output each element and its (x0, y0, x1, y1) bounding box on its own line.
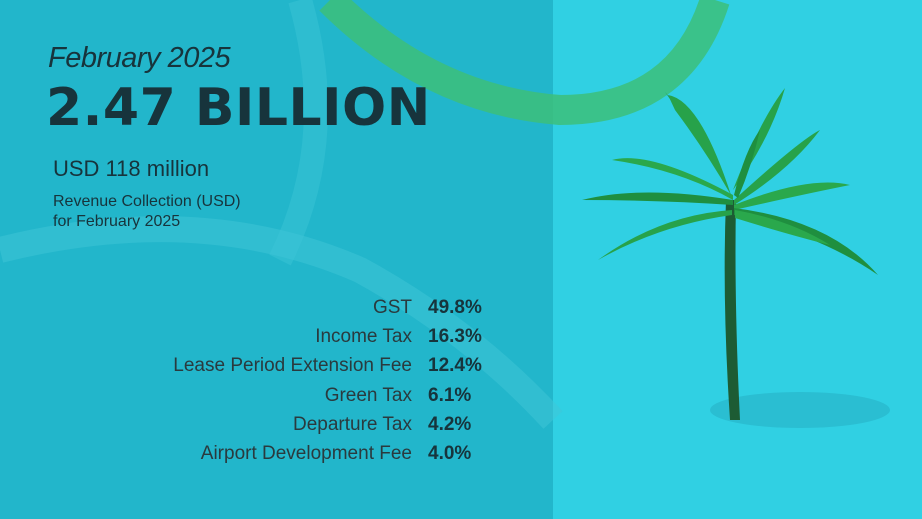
breakdown-label: Lease Period Extension Fee (173, 355, 412, 377)
decor-arc (0, 216, 563, 429)
description-line: Revenue Collection (USD) (53, 193, 241, 210)
breakdown-row: Lease Period Extension Fee 12.4% (0, 351, 553, 380)
headline-amount: 2.47 BILLION (46, 78, 431, 138)
breakdown-row: GST 49.8% (0, 293, 553, 322)
breakdown-value: 6.1% (428, 384, 472, 406)
breakdown-value: 49.8% (428, 297, 482, 318)
breakdown-row: Green Tax 6.1% (0, 381, 553, 410)
breakdown-row: Airport Development Fee 4.0% (0, 439, 553, 468)
breakdown-value: 4.0% (428, 443, 472, 464)
breakdown-row: Departure Tax 4.2% (0, 410, 553, 439)
breakdown-value: 4.2% (428, 413, 472, 435)
breakdown-label: Green Tax (324, 384, 412, 406)
palm-tree (582, 88, 878, 420)
breakdown-label: Departure Tax (293, 413, 412, 435)
breakdown-label: Airport Development Fee (200, 443, 412, 464)
breakdown-row: Income Tax 16.3% (0, 322, 553, 351)
description: Revenue Collection (USD) for February 20… (53, 192, 241, 232)
right-panel (553, 0, 922, 519)
green-arc (319, 0, 730, 126)
usd-amount: USD 118 million (53, 156, 210, 181)
breakdown-label: GST (372, 297, 412, 318)
breakdown-label: Income Tax (315, 326, 412, 348)
shadow (710, 392, 890, 428)
decor-arc (269, 0, 328, 266)
period: February 2025 (48, 42, 231, 74)
description-line: for February 2025 (53, 213, 181, 230)
breakdown-value: 12.4% (428, 355, 482, 377)
breakdown-value: 16.3% (428, 326, 482, 348)
